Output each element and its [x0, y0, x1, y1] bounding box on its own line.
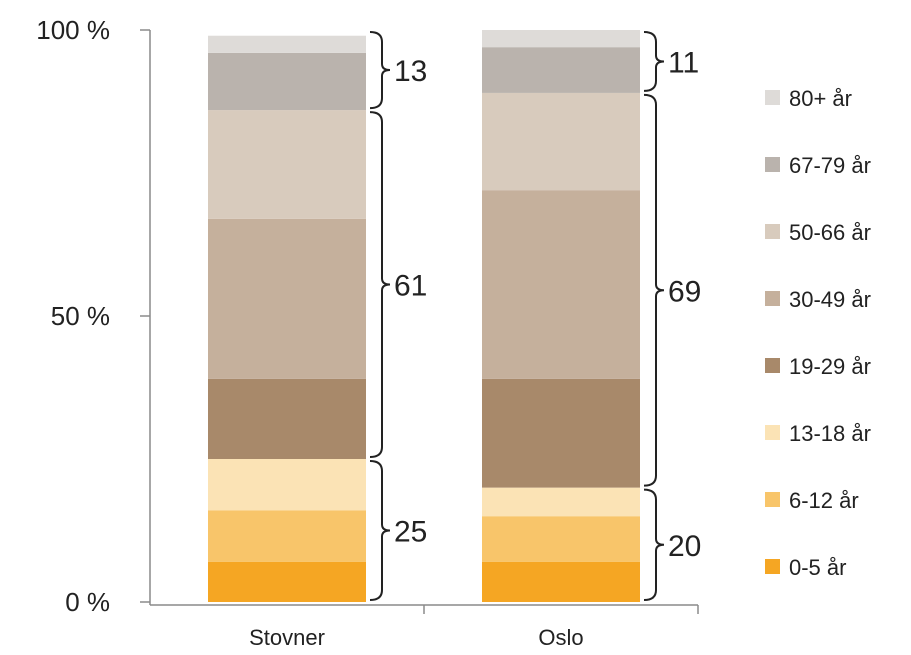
bar-segment-oslo-50-66-r	[482, 92, 640, 191]
group-label: 20	[668, 530, 701, 563]
y-axis: 100 % 50 % 0 %	[36, 15, 151, 617]
group-brackets: 25 61 13 20 69 11	[369, 31, 701, 601]
legend-label-67-79-r: 67-79 år	[789, 153, 871, 178]
legend-swatch-6-12-r	[765, 492, 780, 507]
legend-swatch-67-79-r	[765, 157, 780, 172]
legend-label-50-66-r: 50-66 år	[789, 220, 871, 245]
y-tick-label: 50 %	[51, 301, 110, 331]
bar-segment-stovner-67-79-r	[208, 52, 366, 111]
bar-segment-stovner-30-49-r	[208, 218, 366, 379]
group-bracket	[369, 111, 391, 458]
bar-segment-oslo-30-49-r	[482, 190, 640, 379]
group-bracket	[369, 460, 391, 601]
group-bracket	[369, 31, 391, 110]
group-bracket	[643, 31, 665, 92]
bar-segment-stovner-0-5-r	[208, 561, 366, 602]
x-axis: Stovner Oslo	[150, 604, 699, 650]
legend-swatch-19-29-r	[765, 358, 780, 373]
y-tick-label: 100 %	[36, 15, 110, 45]
group-label: 13	[394, 55, 427, 88]
legend-label-0-5-r: 0-5 år	[789, 555, 846, 580]
bar-segment-oslo-13-18-r	[482, 487, 640, 517]
legend-swatch-50-66-r	[765, 224, 780, 239]
legend-swatch-30-49-r	[765, 291, 780, 306]
legend-label-6-12-r: 6-12 år	[789, 488, 859, 513]
legend-swatch-80-r	[765, 90, 780, 105]
group-label: 11	[668, 46, 699, 79]
bar-segment-stovner-13-18-r	[208, 459, 366, 511]
bar-segment-oslo-0-5-r	[482, 561, 640, 602]
x-tick-label-stovner: Stovner	[249, 625, 325, 650]
legend-swatch-0-5-r	[765, 559, 780, 574]
legend-label-30-49-r: 30-49 år	[789, 287, 871, 312]
bars	[208, 30, 640, 602]
group-label: 25	[394, 516, 427, 549]
group-bracket	[643, 488, 665, 601]
bar-segment-oslo-67-79-r	[482, 47, 640, 93]
legend-swatch-13-18-r	[765, 425, 780, 440]
legend-label-13-18-r: 13-18 år	[789, 421, 871, 446]
bar-segment-oslo-80-r	[482, 30, 640, 48]
group-label: 69	[668, 275, 701, 308]
group-label: 61	[394, 270, 427, 303]
legend-label-19-29-r: 19-29 år	[789, 354, 871, 379]
x-tick-label-oslo: Oslo	[538, 625, 583, 650]
group-bracket	[643, 93, 665, 487]
bar-segment-stovner-19-29-r	[208, 378, 366, 459]
bar-segment-stovner-50-66-r	[208, 110, 366, 219]
y-tick-label: 0 %	[65, 587, 110, 617]
bar-segment-oslo-6-12-r	[482, 516, 640, 562]
bar-segment-stovner-6-12-r	[208, 510, 366, 562]
legend-label-80-r: 80+ år	[789, 86, 852, 111]
legend: 80+ år 67-79 år 50-66 år 30-49 år 19-29 år 13…	[765, 86, 871, 580]
bar-segment-oslo-19-29-r	[482, 378, 640, 488]
bar-segment-stovner-80-r	[208, 35, 366, 53]
